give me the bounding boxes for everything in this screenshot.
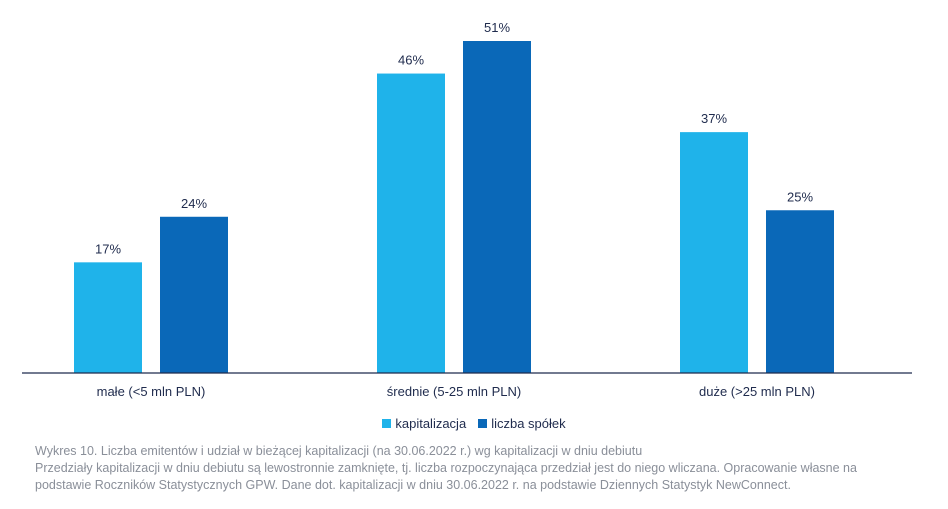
category-label-1: średnie (5-25 mln PLN) — [387, 384, 521, 399]
legend-label-kapitalizacja: kapitalizacja — [395, 416, 467, 431]
legend-item-liczba-spolek: liczba spółek — [478, 416, 566, 431]
category-label-2: duże (>25 mln PLN) — [699, 384, 815, 399]
data-label-liczba-spo-ek-1: 51% — [484, 20, 510, 35]
chart-caption: Wykres 10. Liczba emitentów i udział w b… — [35, 443, 925, 494]
data-label-kapitalizacja-0: 17% — [95, 241, 121, 256]
data-label-liczba-spo-ek-0: 24% — [181, 196, 207, 211]
category-labels-layer: małe (<5 mln PLN) średnie (5-25 mln PLN) d… — [97, 384, 815, 399]
category-label-0: małe (<5 mln PLN) — [97, 384, 206, 399]
legend: kapitalizacja liczba spółek — [0, 416, 948, 431]
legend-item-kapitalizacja: kapitalizacja — [382, 416, 466, 431]
bar-kapitalizacja-1 — [377, 73, 445, 374]
caption-note-line-1: Przedziały kapitalizacji w dniu debiutu … — [35, 461, 857, 475]
caption-title: Wykres 10. Liczba emitentów i udział w b… — [35, 444, 643, 458]
bars-layer — [74, 41, 834, 374]
bar-kapitalizacja-2 — [680, 132, 748, 373]
bar-liczba-spo-ek-1 — [463, 41, 531, 373]
bar-liczba-spo-ek-0 — [160, 216, 228, 373]
data-label-kapitalizacja-1: 46% — [398, 53, 424, 68]
data-label-liczba-spo-ek-2: 25% — [787, 189, 813, 204]
legend-label-liczba-spolek: liczba spółek — [491, 416, 566, 431]
bar-liczba-spo-ek-2 — [766, 210, 834, 373]
bar-kapitalizacja-0 — [74, 262, 142, 373]
caption-note-line-2: podstawie Roczników Statystycznych GPW. … — [35, 478, 791, 492]
value-labels-layer: 17% 24% 46% 51% 37% 25% — [95, 20, 813, 256]
data-label-kapitalizacja-2: 37% — [701, 111, 727, 126]
legend-swatch-kapitalizacja — [382, 419, 392, 428]
legend-swatch-liczba-spolek — [478, 419, 488, 428]
